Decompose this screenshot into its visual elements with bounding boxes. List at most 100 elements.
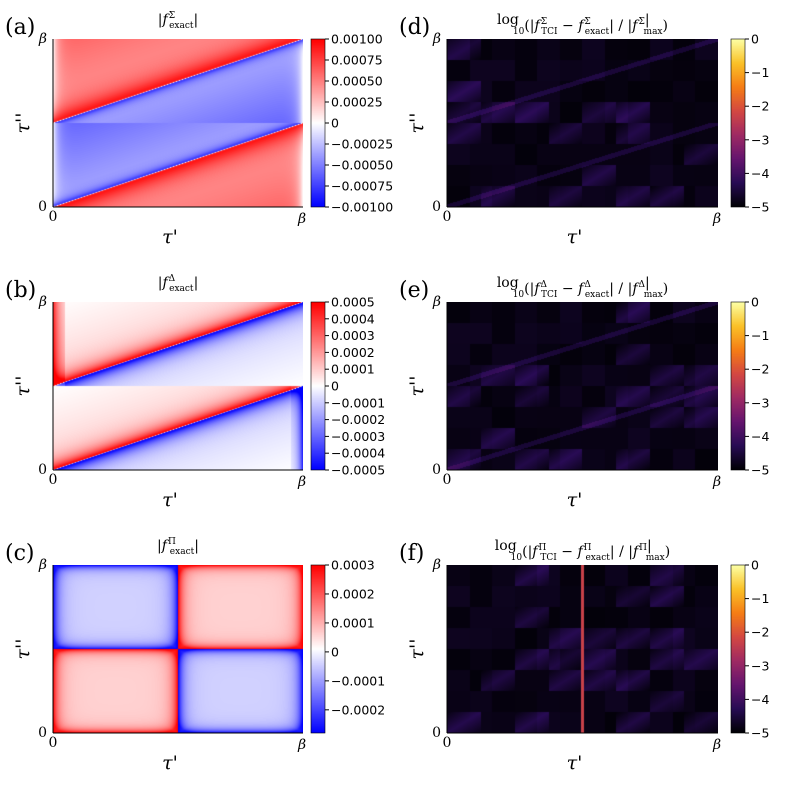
panel-c: (c) 0 β 0 β τ' τ'' 0.0003 0.0002 0.0001 0 −0.0001 −0… xyxy=(5,541,385,774)
colorbar-frame xyxy=(310,564,326,734)
title-part: f xyxy=(533,281,542,297)
y-tick-label: 0 xyxy=(38,462,47,478)
heatmap-image xyxy=(53,302,303,470)
colorbar-tick-label: 0.0001 xyxy=(331,615,375,630)
title-part: log xyxy=(497,275,519,291)
title-part: max xyxy=(644,290,663,300)
title-part: f xyxy=(531,544,540,560)
colorbar-tick-label: −1 xyxy=(751,591,769,606)
colorbar: 0.00100 0.00075 0.00050 0.00025 0 −0.00025 −0.… xyxy=(310,32,393,215)
y-axis-label: τ'' xyxy=(12,639,34,660)
title-part: | xyxy=(645,12,650,28)
colorbar-tick-label: −4 xyxy=(751,429,769,444)
colorbar-tick-label: −0.0001 xyxy=(331,673,385,688)
title-part: f xyxy=(577,18,586,34)
title-part: | xyxy=(157,538,162,554)
colorbar-tick-label: 0.0002 xyxy=(331,345,375,360)
colorbar-gradient xyxy=(311,302,325,470)
title-part: | xyxy=(158,275,163,291)
panel-label: (b) xyxy=(5,278,36,303)
y-tick-label: β xyxy=(38,557,47,573)
title-part: exact xyxy=(585,27,610,37)
y-tick-label: β xyxy=(432,557,441,573)
y-axis-label: τ'' xyxy=(406,376,428,397)
colorbar-tick-label: 0 xyxy=(751,32,759,47)
colorbar-tick-label: 0 xyxy=(331,116,339,131)
colorbar-tick-label: −2 xyxy=(751,625,769,640)
colorbar-tick-label: 0 xyxy=(751,295,759,310)
x-tick-label: 0 xyxy=(443,735,452,751)
heatmap-image xyxy=(53,39,303,207)
panel-label: (e) xyxy=(399,278,429,303)
x-tick-label: β xyxy=(712,211,721,227)
panel-title: |fΔ exact| xyxy=(158,274,199,294)
x-tick-label: 0 xyxy=(443,472,452,488)
title-part: f xyxy=(576,544,585,560)
title-part: f xyxy=(161,538,170,554)
title-part: exact xyxy=(170,547,195,557)
colorbar-tick-label: 0.00050 xyxy=(331,74,383,89)
x-tick-label: β xyxy=(712,737,721,753)
panel-f: (f) 0 β 0 β τ' τ'' 0 −1 −2 −3 −4 −5 xyxy=(399,541,769,774)
colorbar-gradient xyxy=(311,565,325,733)
colorbar-tick-label: −0.0002 xyxy=(331,702,385,717)
title-part: | xyxy=(158,12,163,28)
colorbar-tick-label: 0.0004 xyxy=(331,311,375,326)
title-part: f xyxy=(162,12,171,28)
colorbar-tick-label: −1 xyxy=(751,65,769,80)
colorbar-tick-label: −0.00100 xyxy=(331,200,393,215)
colorbar-frame xyxy=(730,301,746,471)
x-axis-label: τ' xyxy=(162,226,178,248)
title-part: | xyxy=(194,275,199,291)
title-part: − xyxy=(557,281,578,297)
colorbar-tick-label: −5 xyxy=(751,726,769,741)
y-tick-label: β xyxy=(432,31,441,47)
y-tick-label: 0 xyxy=(432,199,441,215)
title-part: | / | xyxy=(609,18,632,34)
x-tick-label: 0 xyxy=(443,209,452,225)
colorbar-tick-label: −4 xyxy=(751,692,769,707)
colorbar-tick-label: −0.00075 xyxy=(331,179,393,194)
y-tick-label: 0 xyxy=(432,462,441,478)
panel-title: log 10(|fΣ TCI − fΣ exact| / |fΣ| max) xyxy=(497,12,668,37)
title-part: | xyxy=(645,275,650,291)
colorbar-tick-label: −3 xyxy=(751,658,769,673)
heatmap-image xyxy=(447,39,718,207)
y-tick-label: β xyxy=(432,294,441,310)
panel-label: (f) xyxy=(399,541,424,566)
x-axis-label: τ' xyxy=(162,489,178,511)
colorbar-frame xyxy=(730,564,746,734)
title-part: Π xyxy=(168,537,176,547)
colorbar-tick-label: 0.00075 xyxy=(331,53,383,68)
title-part: f xyxy=(161,275,170,291)
title-part: exact xyxy=(169,284,194,294)
colorbar-tick-label: −0.00050 xyxy=(331,158,393,173)
title-part: Π xyxy=(538,543,546,553)
title-part: TCI xyxy=(541,290,558,300)
colorbar-tick-label: 0.0002 xyxy=(331,586,375,601)
colorbar-tick-label: 0 xyxy=(331,379,339,394)
title-part: f xyxy=(631,281,640,297)
x-axis-label: τ' xyxy=(162,752,178,774)
colorbar-tick-label: 0 xyxy=(751,558,759,573)
title-part: ) xyxy=(665,544,670,560)
title-part: f xyxy=(534,18,543,34)
panel-label: (c) xyxy=(5,541,35,566)
title-part: Δ xyxy=(169,274,176,284)
title-part: (| xyxy=(522,544,532,560)
x-tick-label: β xyxy=(712,474,721,490)
y-tick-label: 0 xyxy=(38,725,47,741)
title-part: ) xyxy=(663,281,668,297)
colorbar-frame xyxy=(730,38,746,208)
y-axis-label: τ'' xyxy=(406,639,428,660)
colorbar-tick-label: 0.0001 xyxy=(331,362,375,377)
title-part: | xyxy=(194,538,199,554)
y-tick-label: 0 xyxy=(432,725,441,741)
x-axis-label: τ' xyxy=(567,489,583,511)
colorbar-tick-label: 0.0003 xyxy=(331,328,375,343)
y-axis-label: τ'' xyxy=(12,376,34,397)
panel-e: (e) 0 β 0 β τ' τ'' 0 −1 −2 −3 −4 −5 xyxy=(399,278,769,511)
title-part: f xyxy=(577,281,586,297)
colorbar-tick-label: 0.0003 xyxy=(331,558,375,573)
